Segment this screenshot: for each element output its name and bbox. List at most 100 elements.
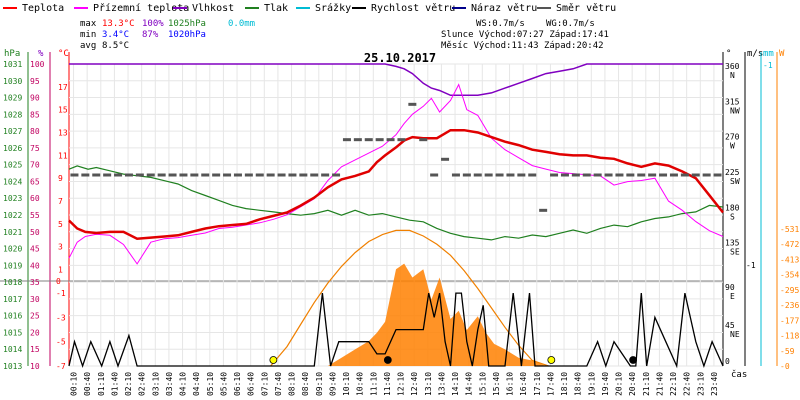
legend-label-smer: Směr větru xyxy=(556,2,616,14)
temp-tick-label: 5 xyxy=(58,220,63,229)
x-tick-label: 01:10 xyxy=(97,372,106,396)
series-wind-direction-mark xyxy=(419,138,428,142)
x-tick-label: 07:40 xyxy=(274,372,283,396)
series-wind-direction-mark xyxy=(179,173,188,177)
temp-lower-tick-label: 0 xyxy=(56,277,61,286)
series-wind-direction-mark xyxy=(626,173,635,177)
axis-unit-deg: ° xyxy=(726,49,731,59)
dir-tick-name: N xyxy=(730,71,735,80)
hpa-tick-label: 1028 xyxy=(3,110,22,119)
pct-tick-label: 40 xyxy=(30,261,40,270)
dir-tick-name: SW xyxy=(730,177,740,186)
hpa-tick-label: 1022 xyxy=(3,211,22,220)
x-tick-label: 20:10 xyxy=(615,372,624,396)
hpa-tick-label: 1027 xyxy=(3,127,22,136)
temp-tick-label: 7 xyxy=(58,197,63,206)
x-tick-label: 14:10 xyxy=(451,372,460,396)
temp-tick-label: 1 xyxy=(58,266,63,275)
dir-tick-name: W xyxy=(730,142,735,151)
marker-moon xyxy=(629,356,637,364)
stat-max-rain: 0.0mm xyxy=(228,19,255,29)
temp-tick-label: 9 xyxy=(58,174,63,183)
series-wind-direction-mark xyxy=(375,138,384,142)
x-tick-label: 15:10 xyxy=(478,372,487,396)
dir-tick-deg: 135 xyxy=(725,239,740,248)
hpa-tick-label: 1018 xyxy=(3,278,22,287)
x-tick-label: 17:10 xyxy=(533,372,542,396)
axis-unit-temp: °C xyxy=(58,49,69,59)
series-wind-direction-mark xyxy=(92,173,101,177)
series-pressure xyxy=(68,165,724,241)
w-tick-label: -472 xyxy=(780,240,799,249)
x-tick-label: 04:10 xyxy=(179,372,188,396)
series-wind-direction-mark xyxy=(408,102,417,106)
series xyxy=(68,63,724,369)
marker-sun xyxy=(547,356,556,364)
dir-tick-deg: 360 xyxy=(725,62,740,71)
series-wind-direction-mark xyxy=(615,173,624,177)
x-tick-label: 13:10 xyxy=(424,372,433,396)
x-tick-label: 22:40 xyxy=(683,372,692,396)
pct-tick-label: 85 xyxy=(30,110,40,119)
w-tick-label: -413 xyxy=(780,255,799,264)
x-tick-label: 08:40 xyxy=(301,372,310,396)
legend-label-vlhkost: Vlhkost xyxy=(192,3,234,14)
stat-min-temp: 3.4°C xyxy=(102,30,129,40)
pct-tick-label: 20 xyxy=(30,328,40,337)
x-tick-label: 16:10 xyxy=(506,372,515,396)
markers xyxy=(269,356,637,364)
series-wind-direction-mark xyxy=(604,173,613,177)
x-tick-label: 03:10 xyxy=(151,372,160,396)
x-tick-label: 06:40 xyxy=(247,372,256,396)
x-tick-label: 15:40 xyxy=(492,372,501,396)
series-wind-direction-mark xyxy=(124,173,133,177)
x-tick-label: 12:10 xyxy=(397,372,406,396)
w-tick-label: -295 xyxy=(780,286,799,295)
series-wind-direction-mark xyxy=(332,173,341,177)
pct-tick-label: 10 xyxy=(30,362,40,371)
x-tick-label: 05:10 xyxy=(206,372,215,396)
dir-tick-name: NE xyxy=(730,330,740,339)
x-tick-label: 05:40 xyxy=(219,372,228,396)
ms-tick-label: -1 xyxy=(763,61,773,70)
x-tick-label: 16:40 xyxy=(519,372,528,396)
stat-ws: WS:0.7m/s xyxy=(476,19,525,29)
hpa-tick-label: 1029 xyxy=(3,94,22,103)
w-tick-label: -0 xyxy=(780,362,790,371)
temp-lower-tick-label: -3 xyxy=(56,313,66,322)
series-wind-direction-mark xyxy=(233,173,242,177)
series-wind-direction-mark xyxy=(484,173,493,177)
pct-tick-label: 65 xyxy=(30,177,40,186)
series-wind-direction-mark xyxy=(255,173,264,177)
series-wind-direction-mark xyxy=(386,138,395,142)
temp-tick-label: 17 xyxy=(58,83,68,92)
series-wind-direction-mark xyxy=(342,138,351,142)
x-tick-label: 02:40 xyxy=(138,372,147,396)
dir-tick-deg: 0 xyxy=(725,357,730,366)
series-wind-direction-mark xyxy=(299,173,308,177)
pct-tick-label: 95 xyxy=(30,77,40,86)
series-wind-direction-mark xyxy=(190,173,199,177)
hpa-tick-label: 1021 xyxy=(3,228,22,237)
series-wind-direction-mark xyxy=(201,173,210,177)
legend: Teplota Přízemní teplota Vlhkost Tlak Sr… xyxy=(3,2,616,14)
x-tick-label: 11:40 xyxy=(383,372,392,396)
stat-min-hum: 87% xyxy=(142,30,159,40)
chart-title: 25.10.2017 xyxy=(364,51,436,65)
pct-tick-label: 15 xyxy=(30,345,40,354)
stat-min-label: min xyxy=(80,30,96,40)
series-ground-temperature xyxy=(68,83,724,265)
legend-label-prizemni: Přízemní teplota xyxy=(93,2,189,14)
stat-max-label: max xyxy=(80,19,97,29)
x-tick-label: 00:10 xyxy=(70,372,79,396)
x-tick-label: 14:40 xyxy=(465,372,474,396)
dir-tick-name: E xyxy=(730,292,735,301)
x-tick-label: 22:10 xyxy=(669,372,678,396)
series-wind-direction-mark xyxy=(451,173,460,177)
axis-unit-w: W xyxy=(779,49,785,59)
ms-mid-tick-label: -1 xyxy=(746,261,756,270)
series-wind-direction-mark xyxy=(713,173,722,177)
series-wind-direction-mark xyxy=(637,173,646,177)
series-wind-direction-mark xyxy=(353,138,362,142)
